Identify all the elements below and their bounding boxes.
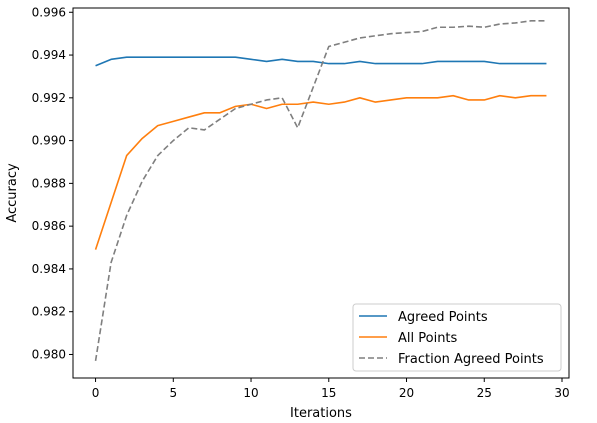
fraction-agreed-points-line (94, 20, 547, 362)
legend-label: All Points (398, 331, 458, 346)
y-tick-label: 0.988 (32, 176, 66, 190)
y-tick-label: 0.982 (32, 305, 66, 319)
x-tick-label: 0 (92, 386, 100, 400)
x-axis-label: Iterations (290, 406, 352, 421)
legend-label: Fraction Agreed Points (398, 352, 544, 367)
legend-label: Agreed Points (398, 310, 488, 325)
y-tick-label: 0.992 (32, 91, 66, 105)
y-tick-label: 0.990 (32, 134, 66, 148)
y-tick-label: 0.980 (32, 347, 66, 361)
all-points-line (94, 94, 547, 250)
y-tick-label: 0.994 (32, 48, 66, 62)
x-tick-label: 5 (169, 386, 177, 400)
x-tick-label: 10 (243, 386, 258, 400)
legend-box (352, 303, 562, 372)
y-tick-label: 0.986 (32, 219, 66, 233)
y-axis-label: Accuracy (5, 163, 20, 223)
axes-frame (72, 7, 570, 379)
agreed-points-line (95, 56, 547, 67)
y-tick-label: 0.984 (32, 262, 66, 276)
x-tick-label: 25 (477, 386, 492, 400)
x-tick-label: 15 (321, 386, 336, 400)
x-tick-label: 20 (399, 386, 414, 400)
y-tick-label: 0.996 (32, 5, 66, 19)
x-tick-label: 30 (554, 386, 569, 400)
